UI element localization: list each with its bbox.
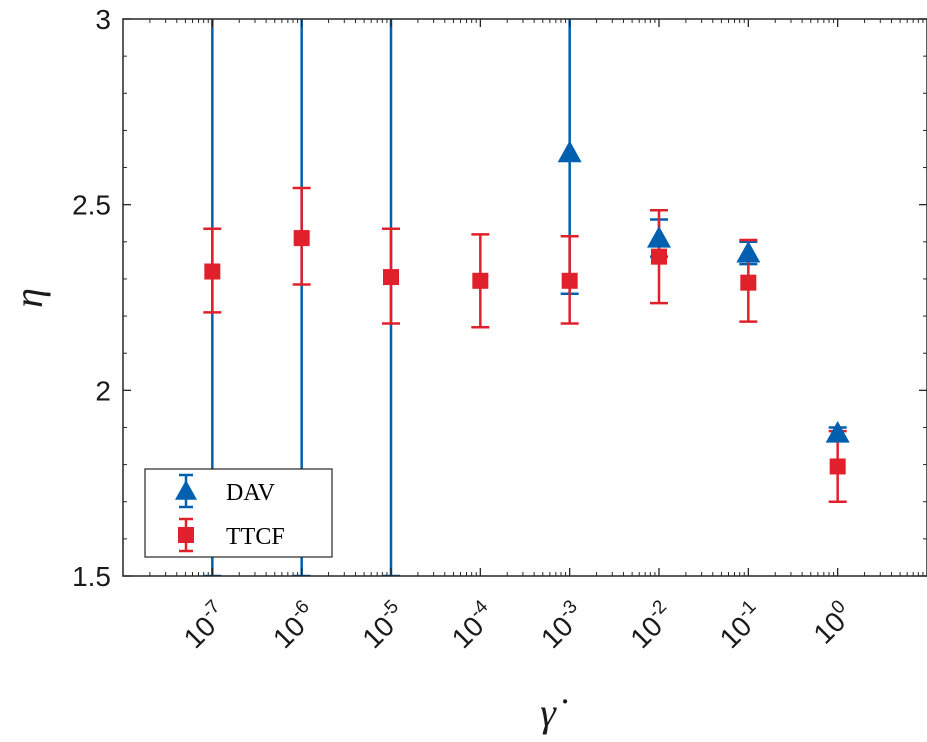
x-tick-labels: 10-7 10-6 10-5 10-4 10-3 10-2 10-1 100 — [176, 596, 859, 654]
dav-point — [647, 226, 671, 248]
y-tick-label: 1.5 — [72, 561, 111, 592]
legend-ttcf-marker — [178, 527, 194, 543]
y-axis-label: η — [6, 288, 51, 308]
major-ticks — [123, 18, 927, 577]
legend-box — [144, 468, 333, 558]
dav-point — [825, 421, 850, 443]
x-tick-label: 100 — [805, 596, 859, 650]
y-tick-label: 2 — [95, 375, 111, 406]
ttcf-point — [829, 458, 846, 475]
legend-dav-marker — [175, 480, 197, 500]
x-tick-label: 10-7 — [176, 596, 234, 654]
legend-dav-label: DAV — [226, 480, 276, 506]
dav-point — [736, 240, 761, 263]
x-tick-label: 10-3 — [533, 596, 591, 654]
ttcf-point — [293, 230, 310, 247]
y-tick-labels: 1.5 2 2.5 3 — [72, 4, 111, 592]
x-tick-label: 10-1 — [712, 596, 770, 654]
dav-point — [557, 140, 582, 163]
data-markers — [204, 140, 850, 475]
x-tick-label: 10-6 — [265, 596, 323, 654]
y-tick-label: 2.5 — [72, 190, 111, 221]
ttcf-point — [740, 274, 757, 291]
x-tick-label: 10-5 — [354, 596, 412, 654]
plot-frame — [122, 18, 927, 577]
legend-ttcf-label: TTCF — [226, 524, 285, 550]
ttcf-point — [383, 269, 399, 286]
ttcf-point — [472, 272, 489, 289]
x-tick-label: 10-4 — [444, 596, 502, 654]
ttcf-point — [651, 248, 667, 265]
x-axis-label: γ̇ — [540, 690, 568, 735]
ttcf-point — [561, 272, 578, 289]
legend: DAV TTCF — [144, 468, 333, 558]
y-tick-label: 3 — [95, 4, 111, 35]
ttcf-point — [204, 263, 221, 280]
x-tick-label: 10-2 — [622, 596, 680, 654]
